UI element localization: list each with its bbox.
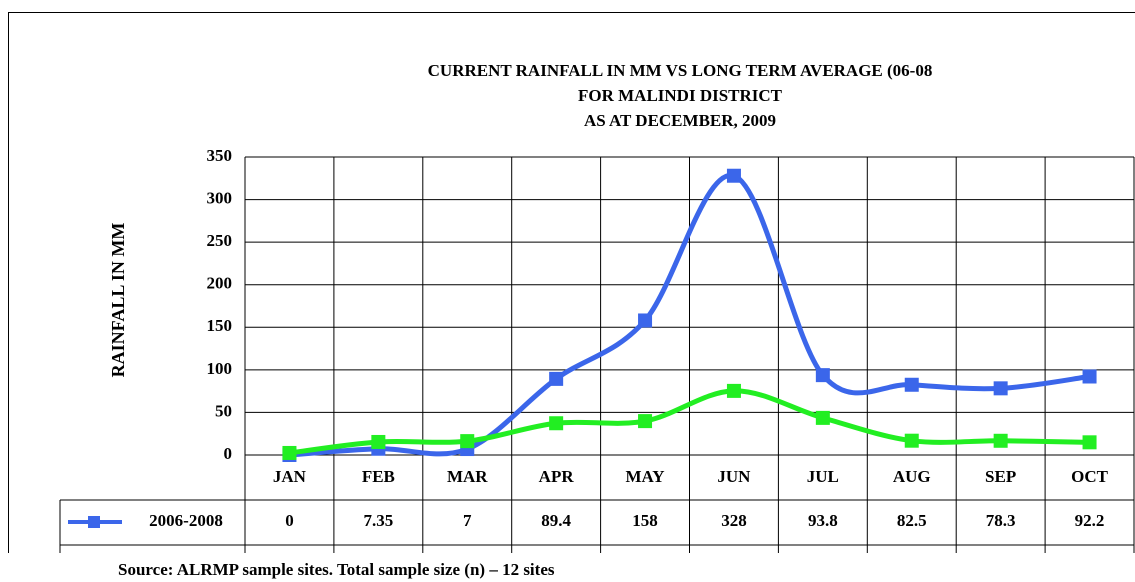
legend-label: 2006-2008 [149,511,223,530]
x-tick-label: MAR [447,467,488,486]
data-point [1082,369,1097,384]
data-point [371,434,386,449]
data-point [904,433,919,448]
x-tick-label: AUG [893,467,931,486]
data-point [460,434,475,449]
data-point [815,368,830,383]
chart-title: FOR MALINDI DISTRICT [578,86,783,105]
data-point [993,381,1008,396]
source-note: Source: ALRMP sample sites. Total sample… [118,560,555,579]
data-point [638,313,653,328]
table-value: 328 [721,511,747,530]
table-value: 0 [285,511,294,530]
x-tick-label: JUL [807,467,839,486]
y-tick-label: 150 [207,316,233,335]
data-point [904,377,919,392]
table-value: 7.35 [363,511,393,530]
data-point [993,433,1008,448]
table-value: 89.4 [541,511,571,530]
y-tick-label: 300 [207,188,233,207]
x-tick-label: JUN [717,467,751,486]
x-tick-label: OCT [1071,467,1109,486]
y-axis-label: RAINFALL IN MM [108,223,128,378]
series-line [289,173,1090,458]
data-point [549,416,564,431]
series-line [289,388,1090,456]
x-tick-label: SEP [985,467,1016,486]
y-tick-label: 50 [215,401,232,420]
x-tick-label: APR [539,467,575,486]
x-tick-label: MAY [626,467,665,486]
y-tick-label: 100 [207,359,233,378]
table-value: 158 [632,511,658,530]
data-point [638,414,653,429]
table-value: 78.3 [986,511,1016,530]
data-point [726,168,741,183]
y-tick-label: 200 [207,274,233,293]
data-point [726,383,741,398]
data-point [815,410,830,425]
clip-cover [0,553,1135,582]
chart-title: CURRENT RAINFALL IN MM VS LONG TERM AVER… [428,61,933,80]
y-tick-label: 350 [207,146,233,165]
x-tick-label: FEB [362,467,395,486]
chart-title: AS AT DECEMBER, 2009 [584,111,776,130]
table-value: 93.8 [808,511,838,530]
y-tick-label: 0 [224,444,233,463]
x-tick-label: JAN [273,467,307,486]
data-point [1082,435,1097,450]
legend-marker [88,516,100,528]
y-tick-label: 250 [207,231,233,250]
table-value: 92.2 [1075,511,1105,530]
table-value: 7 [463,511,472,530]
data-point [282,445,297,460]
data-point [549,371,564,386]
table-value: 82.5 [897,511,927,530]
chart-frame [8,12,1135,573]
